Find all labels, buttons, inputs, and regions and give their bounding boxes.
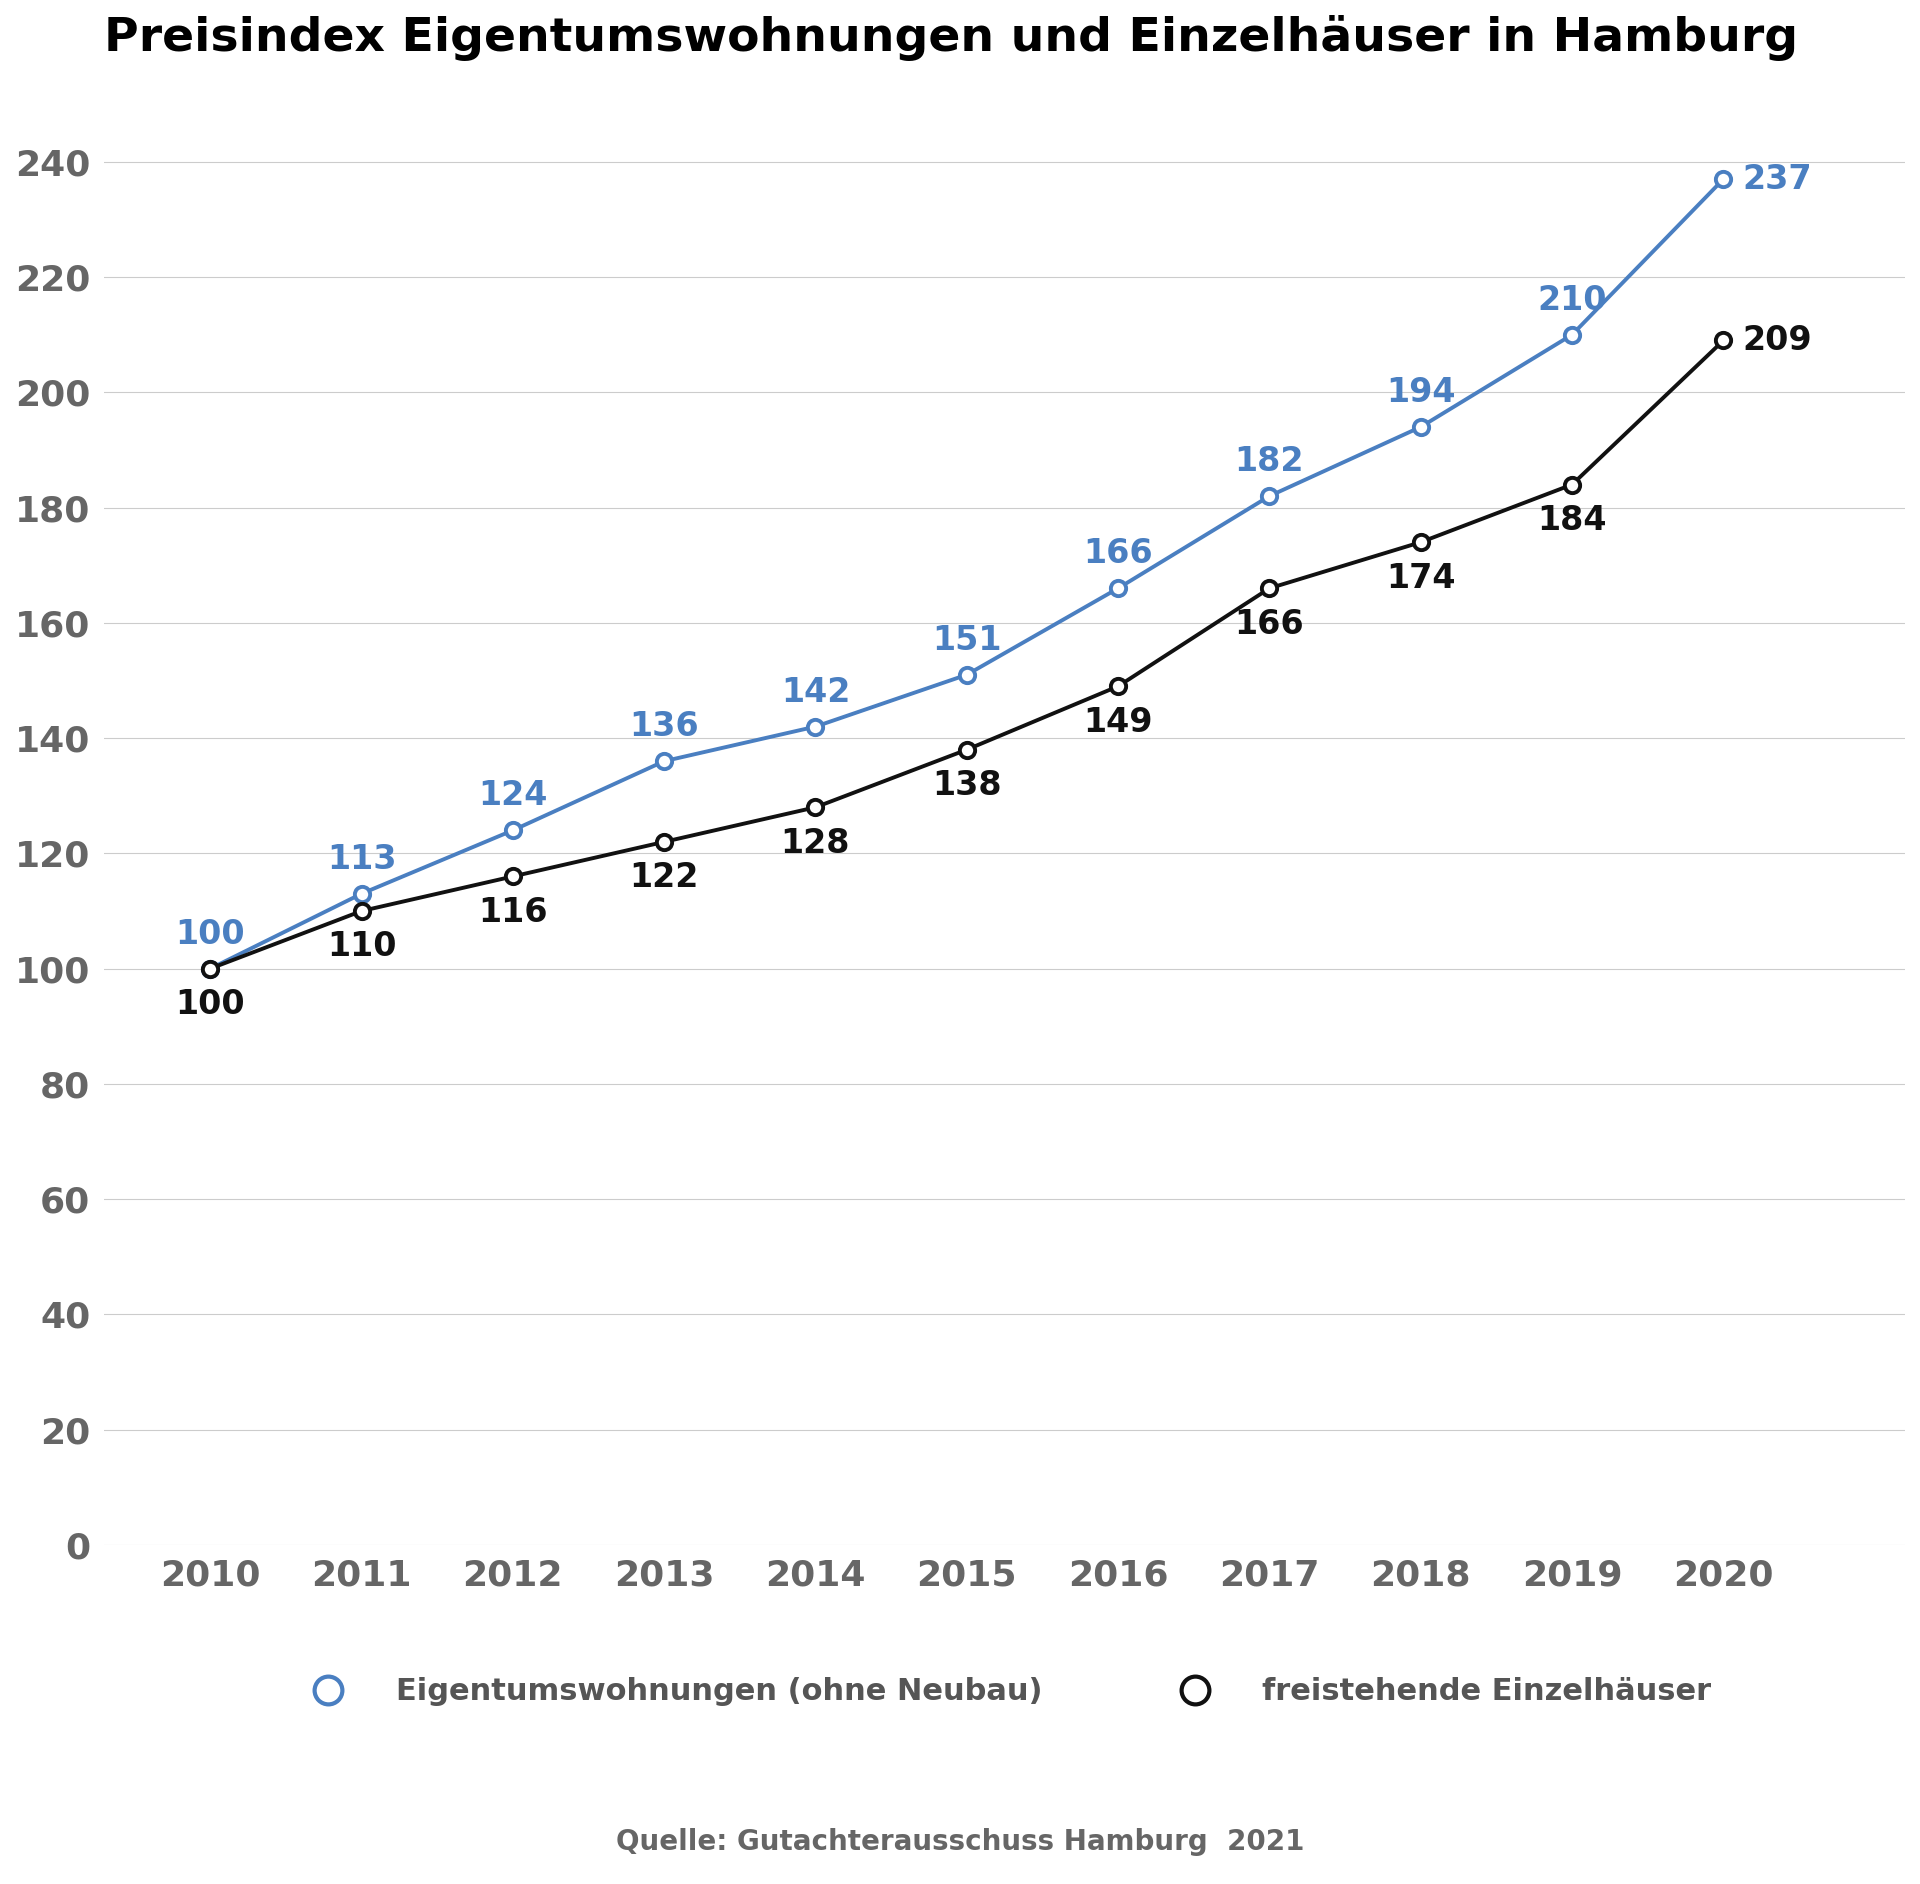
Text: 237: 237: [1743, 162, 1812, 196]
Text: 142: 142: [781, 676, 851, 708]
Text: 149: 149: [1083, 706, 1152, 739]
Text: Quelle: Gutachterausschuss Hamburg  2021: Quelle: Gutachterausschuss Hamburg 2021: [616, 1827, 1304, 1856]
Text: 110: 110: [326, 931, 396, 963]
Text: 128: 128: [781, 827, 851, 859]
Text: 210: 210: [1538, 284, 1607, 317]
Text: 174: 174: [1386, 561, 1455, 595]
Text: 194: 194: [1386, 377, 1455, 409]
Text: 116: 116: [478, 897, 547, 929]
Text: 209: 209: [1743, 324, 1812, 356]
Text: 138: 138: [931, 769, 1002, 803]
Text: 184: 184: [1538, 505, 1607, 537]
Text: 136: 136: [630, 710, 699, 742]
Text: 166: 166: [1083, 537, 1152, 571]
Text: 166: 166: [1235, 609, 1304, 641]
Text: Preisindex Eigentumswohnungen und Einzelhäuser in Hamburg: Preisindex Eigentumswohnungen und Einzel…: [104, 15, 1799, 60]
Text: 151: 151: [931, 624, 1002, 658]
Text: 113: 113: [326, 842, 396, 876]
Text: 182: 182: [1235, 445, 1304, 479]
Text: 100: 100: [175, 918, 246, 951]
Text: 122: 122: [630, 861, 699, 895]
Text: 100: 100: [175, 987, 246, 1021]
Text: 124: 124: [478, 780, 547, 812]
Legend: Eigentumswohnungen (ohne Neubau), freistehende Einzelhäuser: Eigentumswohnungen (ohne Neubau), freist…: [286, 1665, 1724, 1718]
